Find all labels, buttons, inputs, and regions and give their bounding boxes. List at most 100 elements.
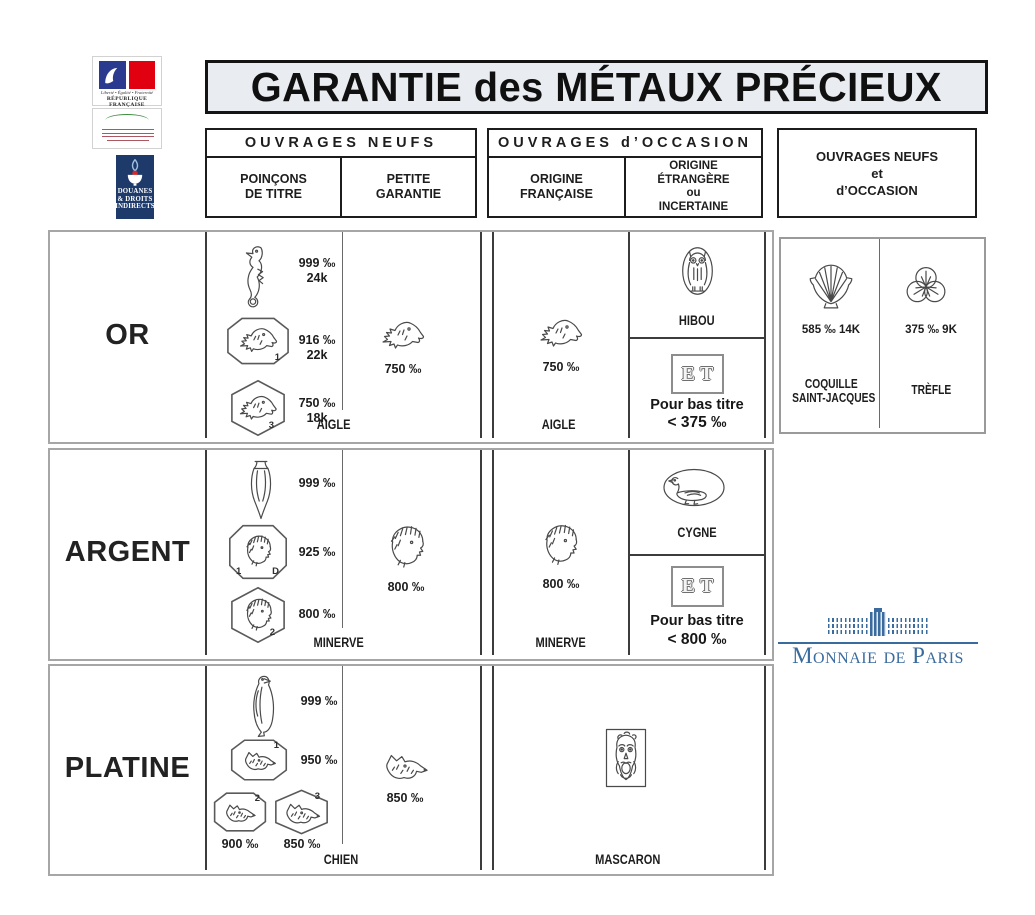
hallmark-platine-950: 1 bbox=[230, 739, 288, 781]
ministere-logo bbox=[92, 108, 162, 149]
row-or: OR 999 ‰ 24k 1 916 ‰ 22k 3 750 ‰ 18k bbox=[48, 230, 774, 444]
trefoil-hallmark-icon bbox=[901, 263, 951, 309]
header-origine-francaise: ORIGINE FRANÇAISE bbox=[520, 172, 593, 201]
header-poincons-de-titre: POINÇONS DE TITRE bbox=[240, 172, 307, 201]
mark-badge: 2 bbox=[269, 627, 275, 638]
monnaie-de-paris-name: Monnaie de Paris bbox=[792, 643, 964, 668]
divider-line bbox=[628, 337, 764, 339]
republique-francaise-logo: Liberté • Égalité • Fraternité RÉPUBLIQU… bbox=[92, 56, 162, 108]
divider-line bbox=[879, 239, 880, 428]
karat-value: 22k bbox=[306, 347, 328, 362]
hallmark-platine-850: 3 bbox=[273, 789, 330, 835]
divider-line bbox=[480, 666, 482, 870]
header-neufs-title: OUVRAGES NEUFS bbox=[207, 130, 475, 158]
divider-line bbox=[480, 450, 482, 655]
rf-name: RÉPUBLIQUE FRANÇAISE bbox=[106, 96, 148, 108]
divider-line bbox=[764, 232, 766, 438]
et-mark: ET bbox=[671, 566, 724, 607]
france-flag-marianne-icon bbox=[99, 61, 155, 89]
mark-caption: AIGLE bbox=[542, 417, 576, 432]
fineness-value: 375 ‰ 9K bbox=[905, 324, 957, 336]
metal-label-platine: PLATINE bbox=[64, 751, 191, 784]
scallop-shell-hallmark-icon bbox=[805, 260, 857, 312]
hallmark-platine-900: 2 bbox=[213, 792, 267, 832]
divider-line bbox=[342, 232, 343, 410]
fineness-value: 750 ‰ bbox=[298, 396, 336, 410]
header-neo-line1: OUVRAGES NEUFS bbox=[815, 148, 939, 164]
fineness-value: 800 ‰ bbox=[387, 580, 425, 594]
douanes-line2: & DROITS bbox=[117, 195, 153, 203]
eagle-head-hallmark-icon bbox=[377, 316, 429, 356]
header-ouvrages-neufs: OUVRAGES NEUFS POINÇONS DE TITRE PETITE … bbox=[205, 128, 477, 218]
divider-line bbox=[492, 450, 494, 655]
mark-caption: MASCARON bbox=[595, 852, 661, 867]
hallmark-or-916: 1 bbox=[226, 317, 290, 365]
douanes-flame-cup-icon bbox=[123, 158, 147, 187]
mark-badge: 1 bbox=[274, 352, 280, 363]
fineness-value: 999 ‰ bbox=[300, 694, 338, 708]
mark-caption: SAINT-JACQUES bbox=[792, 391, 876, 405]
divider-line bbox=[628, 450, 630, 655]
divider-line bbox=[764, 450, 766, 655]
hexagon-frame-icon bbox=[229, 379, 287, 437]
low-title-note: Pour bas titre bbox=[650, 613, 744, 629]
mark-caption: MINERVE bbox=[313, 635, 365, 650]
swan-oval-hallmark-icon bbox=[661, 465, 727, 510]
divider-line bbox=[480, 232, 482, 438]
mark-caption: COQUILLE bbox=[804, 377, 858, 391]
amphora-hallmark-icon bbox=[246, 458, 276, 522]
eagle-head-hallmark-icon bbox=[535, 314, 587, 354]
header-ouvrages-occasion: OUVRAGES d’OCCASION ORIGINE FRANÇAISE OR… bbox=[487, 128, 763, 218]
divider-line bbox=[205, 666, 207, 870]
fineness-value: 850 ‰ bbox=[283, 837, 321, 851]
octagon-frame-icon bbox=[230, 739, 288, 781]
fineness-value: 800 ‰ bbox=[542, 577, 580, 591]
mark-badge: 3 bbox=[268, 420, 274, 431]
divider-line bbox=[342, 450, 343, 628]
row-platine: PLATINE 999 ‰ 1 950 ‰ 2 3 900 ‰ 850 ‰ CH… bbox=[48, 664, 774, 876]
fineness-value: 750 ‰ bbox=[542, 360, 580, 374]
rf-motto: Liberté • Égalité • Fraternité bbox=[100, 90, 154, 95]
douanes-line1: DOUANES bbox=[117, 188, 153, 195]
minerve-head-hallmark-icon bbox=[378, 520, 434, 576]
penguin-hallmark-icon bbox=[246, 674, 282, 740]
minerve-head-hallmark-icon bbox=[533, 518, 587, 574]
fineness-value: 916 ‰ bbox=[298, 333, 336, 347]
fineness-value: 850 ‰ bbox=[386, 791, 424, 805]
mark-caption: CHIEN bbox=[323, 852, 359, 867]
mascaron-hallmark-icon bbox=[602, 728, 650, 788]
header-occasion-title: OUVRAGES d’OCCASION bbox=[489, 130, 761, 158]
metal-label-or: OR bbox=[105, 318, 150, 351]
divider-line bbox=[628, 554, 764, 556]
fineness-value: 750 ‰ bbox=[384, 362, 422, 376]
hexagon-frame-icon bbox=[229, 586, 287, 644]
fineness-value: 999 ‰ bbox=[298, 256, 336, 270]
low-title-threshold: < 800 ‰ bbox=[667, 631, 727, 648]
header-neufs-et-occasion: OUVRAGES NEUFS et d’OCCASION bbox=[777, 128, 977, 218]
seahorse-hallmark-icon bbox=[238, 241, 274, 313]
divider-line bbox=[342, 666, 343, 844]
metal-label-argent: ARGENT bbox=[64, 536, 191, 568]
hallmark-argent-800: 2 bbox=[229, 586, 287, 644]
divider-line bbox=[492, 666, 494, 870]
owl-oval-hallmark-icon bbox=[679, 244, 716, 298]
monnaie-de-paris-logo: Monnaie de Paris bbox=[778, 606, 978, 668]
fineness-value: 950 ‰ bbox=[300, 753, 338, 767]
karat-value: 18k bbox=[306, 410, 328, 425]
fineness-value: 925 ‰ bbox=[298, 545, 336, 559]
mark-caption: MINERVE bbox=[535, 635, 587, 650]
mark-caption: TRÈFLE bbox=[911, 383, 951, 397]
divider-line bbox=[492, 232, 494, 438]
et-mark: ET bbox=[671, 354, 724, 394]
fineness-value: 900 ‰ bbox=[221, 837, 259, 851]
mark-badge: 2 bbox=[254, 793, 260, 804]
et-mark-label: ET bbox=[681, 575, 719, 597]
dog-head-hallmark-icon bbox=[378, 744, 432, 786]
row-argent: ARGENT 999 ‰ 1 D 925 ‰ 2 800 ‰ MINERVE 8… bbox=[48, 448, 774, 661]
header-neo-line2: et bbox=[871, 165, 883, 181]
hallmark-argent-925: 1 D bbox=[228, 524, 288, 580]
low-title-threshold: < 375 ‰ bbox=[667, 414, 727, 431]
douanes-logo: DOUANES & DROITS INDIRECTS bbox=[115, 155, 155, 219]
fineness-value: 585 ‰ 14K bbox=[801, 324, 861, 336]
